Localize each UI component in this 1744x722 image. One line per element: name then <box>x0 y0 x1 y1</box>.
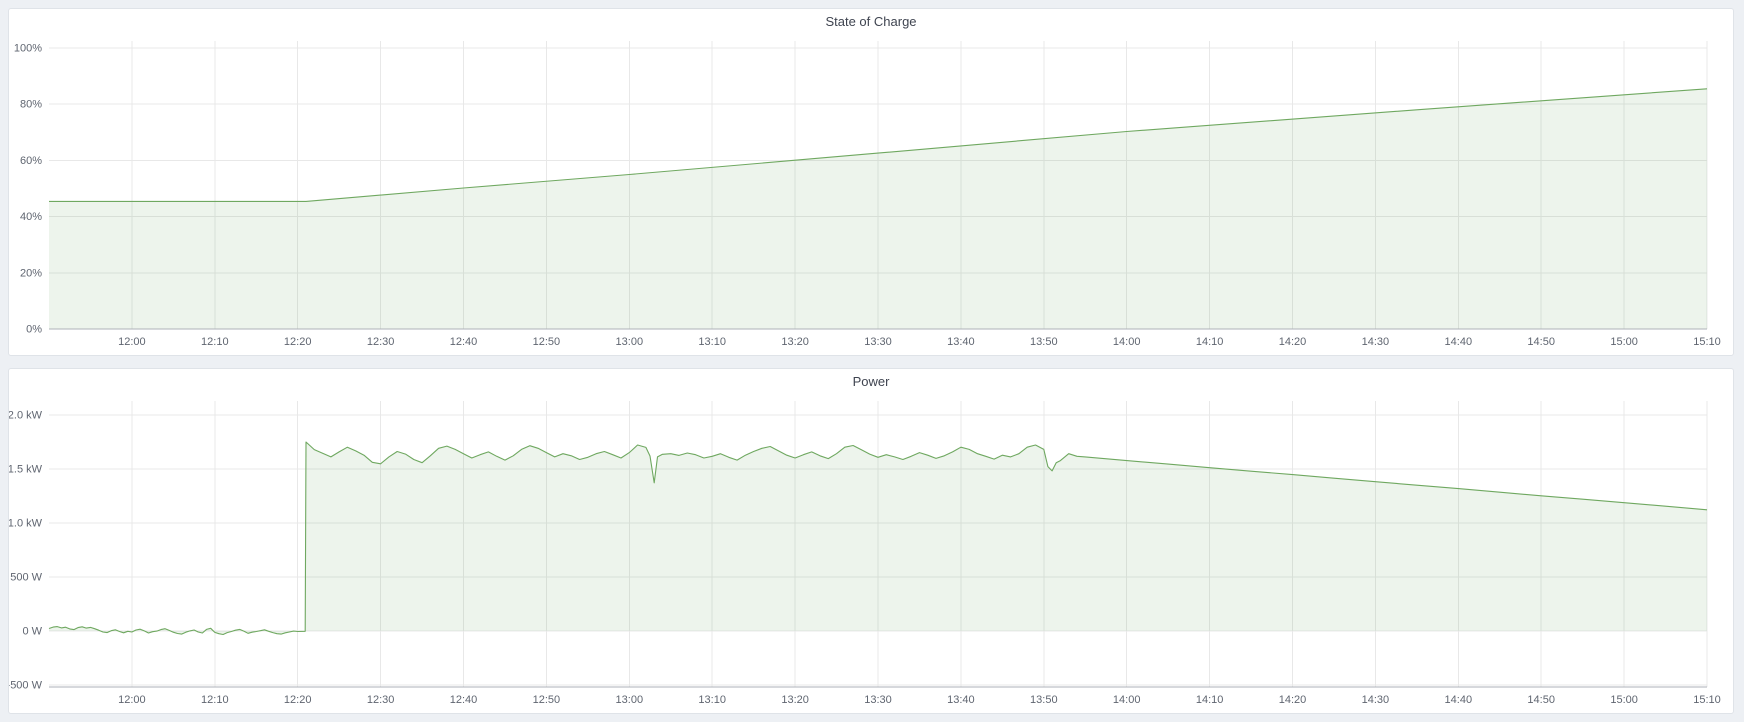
panel-header-power[interactable]: Power <box>9 369 1733 395</box>
series-line <box>49 88 1708 202</box>
x-tick-label: 15:00 <box>1610 336 1638 348</box>
x-tick-label: 14:50 <box>1527 694 1555 706</box>
x-tick-label: 12:30 <box>367 694 395 706</box>
y-tick-label: 60% <box>20 155 42 167</box>
x-tick-label: 14:20 <box>1279 336 1307 348</box>
y-tick-label: 0 W <box>22 625 42 637</box>
x-tick-label: 13:20 <box>781 694 809 706</box>
x-tick-label: 14:00 <box>1113 336 1141 348</box>
x-tick-label: 14:40 <box>1445 694 1473 706</box>
x-tick-label: 15:10 <box>1693 694 1721 706</box>
y-tick-label: -500 W <box>9 679 43 691</box>
x-tick-label: 13:10 <box>698 336 726 348</box>
x-tick-label: 12:30 <box>367 336 395 348</box>
x-tick-label: 14:10 <box>1196 694 1224 706</box>
y-tick-label: 20% <box>20 267 42 279</box>
x-tick-label: 14:20 <box>1279 694 1307 706</box>
x-tick-label: 14:00 <box>1113 694 1141 706</box>
y-tick-label: 2.0 kW <box>9 410 43 422</box>
x-tick-label: 13:30 <box>864 336 892 348</box>
y-tick-label: 100% <box>14 43 42 55</box>
x-tick-label: 13:50 <box>1030 336 1058 348</box>
series-area <box>49 88 1707 329</box>
x-tick-label: 12:20 <box>284 694 312 706</box>
power-chart-canvas[interactable]: -500 W 0 W 500 W 1.0 kW 1.5 kW 2.0 kW 12:00 12:… <box>9 395 1733 711</box>
y-tick-label: 500 W <box>10 571 42 583</box>
panel-title-power: Power <box>852 374 890 389</box>
x-tick-label: 14:10 <box>1196 336 1224 348</box>
tick-labels: 0% 20% 40% 60% 80% 100% 12:00 12:10 12:20 12:30 12… <box>14 43 1721 348</box>
y-tick-label: 1.5 kW <box>9 463 43 475</box>
x-tick-label: 14:30 <box>1362 694 1390 706</box>
x-tick-label: 12:00 <box>118 336 146 348</box>
x-tick-label: 14:30 <box>1362 336 1390 348</box>
y-tick-label: 80% <box>20 99 42 111</box>
x-tick-label: 13:30 <box>864 694 892 706</box>
gridlines <box>49 401 1708 687</box>
y-tick-label: 0% <box>26 324 42 336</box>
x-tick-label: 12:00 <box>118 694 146 706</box>
panel-power: Power -500 W 0 W 500 W 1.0 kW 1.5 kW 2.0 kW 12… <box>8 368 1734 714</box>
x-tick-label: 12:50 <box>533 694 561 706</box>
x-tick-label: 14:50 <box>1527 336 1555 348</box>
series-area <box>49 442 1707 635</box>
x-tick-label: 13:20 <box>781 336 809 348</box>
x-tick-label: 14:40 <box>1445 336 1473 348</box>
x-tick-label: 15:00 <box>1610 694 1638 706</box>
x-tick-label: 13:00 <box>616 694 644 706</box>
x-tick-label: 15:10 <box>1693 336 1721 348</box>
panel-title-state-of-charge: State of Charge <box>825 14 917 29</box>
series-line <box>48 441 1708 636</box>
panel-header-state-of-charge[interactable]: State of Charge <box>9 9 1733 35</box>
panel-state-of-charge: State of Charge 0% 20% 40% 60% 80% 100% 12:00 1… <box>8 8 1734 356</box>
x-tick-label: 12:10 <box>201 336 229 348</box>
x-tick-label: 13:40 <box>947 336 975 348</box>
x-tick-label: 12:20 <box>284 336 312 348</box>
state-of-charge-chart-canvas[interactable]: 0% 20% 40% 60% 80% 100% 12:00 12:10 12:20 12:30 12… <box>9 35 1733 353</box>
x-tick-label: 13:00 <box>616 336 644 348</box>
y-tick-label: 1.0 kW <box>9 517 43 529</box>
x-tick-label: 12:40 <box>450 336 478 348</box>
x-tick-label: 13:10 <box>698 694 726 706</box>
x-tick-label: 12:10 <box>201 694 229 706</box>
x-tick-label: 12:40 <box>450 694 478 706</box>
x-tick-label: 12:50 <box>533 336 561 348</box>
y-tick-label: 40% <box>20 211 42 223</box>
x-tick-label: 13:40 <box>947 694 975 706</box>
x-tick-label: 13:50 <box>1030 694 1058 706</box>
tick-labels: -500 W 0 W 500 W 1.0 kW 1.5 kW 2.0 kW 12:00 12:… <box>9 410 1721 706</box>
